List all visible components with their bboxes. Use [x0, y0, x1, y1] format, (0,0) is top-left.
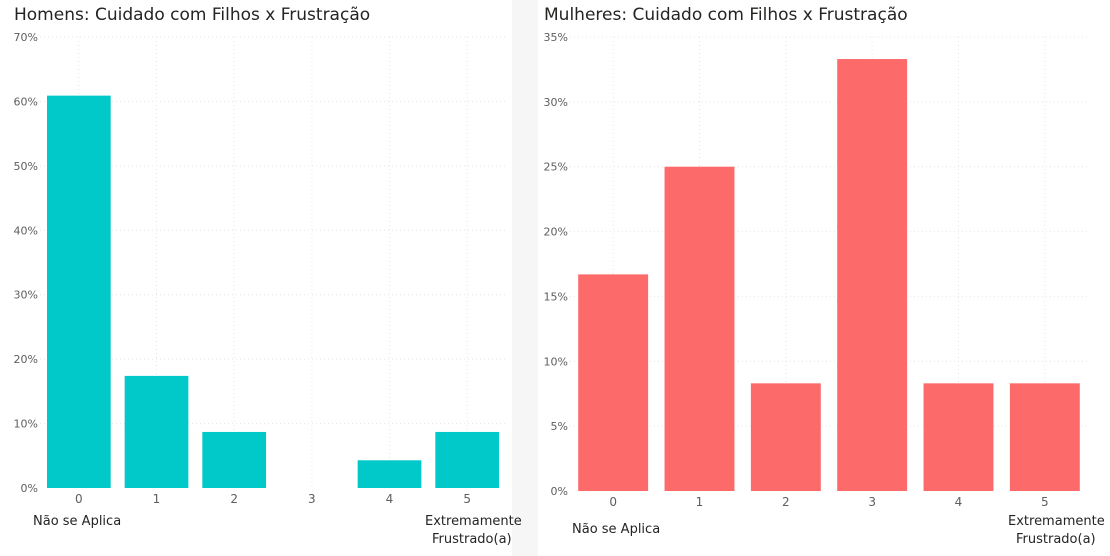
women-chart-plot: 0% 5% 10% 15% 20% 25% 30% 35% 0 1 2 3 4 5	[544, 31, 1088, 509]
women-high-end-label-line2: Frustrado(a)	[1016, 532, 1096, 547]
men-chart-plot: 0% 10% 20% 30% 40% 50% 60% 70% 0 1 2 3 4 5	[14, 31, 506, 506]
men-y-tick-label: 20%	[14, 353, 38, 366]
men-y-tick-label: 70%	[14, 31, 38, 44]
men-x-tick-label: 2	[230, 492, 238, 506]
women-x-tick-label: 4	[955, 495, 963, 509]
men-high-end-label-line1: Extremamente	[425, 514, 522, 529]
women-y-tick-label: 35%	[544, 31, 568, 44]
men-x-tick-label: 5	[463, 492, 471, 506]
women-bar-3[interactable]	[837, 59, 908, 492]
women-x-tick-label: 1	[696, 495, 704, 509]
women-bar-0[interactable]	[578, 274, 649, 491]
men-bar-4[interactable]	[357, 460, 422, 488]
women-bar-1[interactable]	[664, 166, 735, 491]
women-y-tick-label: 0%	[551, 485, 568, 498]
men-y-tick-label: 60%	[14, 95, 38, 108]
men-chart-title: Homens: Cuidado com Filhos x Frustração	[14, 5, 371, 25]
men-y-tick-label: 40%	[14, 224, 38, 237]
women-x-tick-label: 3	[868, 495, 876, 509]
men-bar-0[interactable]	[46, 95, 111, 488]
men-high-end-label-line2: Frustrado(a)	[432, 532, 512, 547]
women-bar-4[interactable]	[923, 383, 994, 491]
men-y-tick-label: 0%	[21, 482, 38, 495]
women-y-tick-label: 25%	[544, 161, 568, 174]
men-x-tick-label: 3	[308, 492, 316, 506]
men-low-end-label: Não se Aplica	[33, 514, 122, 529]
women-x-tick-label: 5	[1041, 495, 1049, 509]
men-x-tick-label: 0	[75, 492, 83, 506]
men-y-tick-label: 50%	[14, 160, 38, 173]
women-y-tick-label: 5%	[551, 420, 568, 433]
men-y-tick-label: 30%	[14, 289, 38, 302]
women-y-tick-label: 20%	[544, 226, 568, 239]
women-y-tick-label: 10%	[544, 355, 568, 368]
men-x-tick-label: 4	[386, 492, 394, 506]
women-low-end-label: Não se Aplica	[572, 522, 661, 537]
women-chart-title: Mulheres: Cuidado com Filhos x Frustraçã…	[544, 5, 908, 25]
women-y-tick-label: 30%	[544, 96, 568, 109]
women-x-tick-label: 2	[782, 495, 790, 509]
men-bar-5[interactable]	[435, 431, 500, 488]
men-bar-2[interactable]	[202, 431, 267, 488]
panel-divider	[512, 0, 538, 556]
women-high-end-label-line1: Extremamente	[1008, 514, 1105, 529]
women-bar-5[interactable]	[1009, 383, 1080, 491]
women-chart-panel[interactable]: Mulheres: Cuidado com Filhos x Frustraçã…	[538, 0, 1110, 556]
men-bar-1[interactable]	[124, 375, 189, 488]
men-y-tick-label: 10%	[14, 418, 38, 431]
women-y-tick-label: 15%	[544, 290, 568, 303]
women-bar-2[interactable]	[750, 383, 821, 491]
men-x-tick-label: 1	[153, 492, 161, 506]
men-chart-panel[interactable]: Homens: Cuidado com Filhos x Frustração …	[0, 0, 522, 556]
women-x-tick-label: 0	[609, 495, 617, 509]
